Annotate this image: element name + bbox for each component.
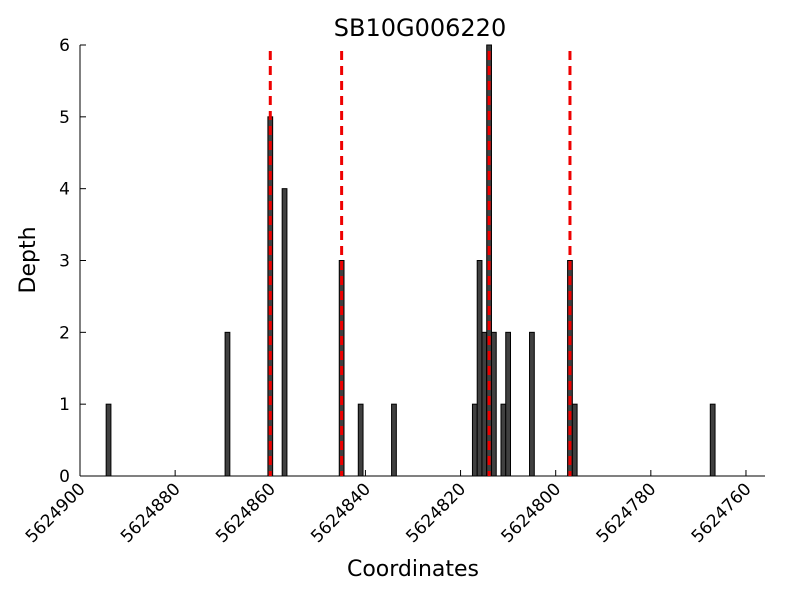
bar — [481, 331, 488, 477]
chart-title: SB10G006220 — [334, 14, 506, 42]
x-tick-label: 5624880 — [117, 479, 185, 547]
bar — [529, 331, 535, 477]
bar — [224, 331, 231, 477]
y-tick-label: 1 — [59, 395, 70, 415]
x-tick-label: 5624860 — [212, 479, 280, 547]
y-tick-label: 6 — [59, 36, 70, 56]
bar — [486, 44, 492, 477]
bar — [571, 403, 578, 477]
bar — [505, 331, 512, 477]
y-tick-label: 3 — [59, 252, 70, 272]
x-axis-label: Coordinates — [347, 557, 479, 582]
bar — [281, 188, 288, 477]
y-tick-label: 0 — [59, 467, 70, 487]
bar — [105, 403, 112, 477]
x-tick-label: 5624760 — [688, 479, 756, 547]
x-tick-label: 5624900 — [22, 479, 90, 547]
bar — [490, 331, 497, 477]
bar — [357, 403, 364, 477]
bar — [471, 403, 478, 477]
x-tick-label: 5624800 — [498, 479, 566, 547]
bar — [476, 260, 483, 477]
bar — [709, 403, 716, 477]
bar — [500, 403, 507, 477]
y-tick-label: 4 — [59, 180, 70, 200]
y-tick-label: 2 — [59, 323, 70, 343]
bar — [391, 403, 397, 477]
x-tick-label: 5624840 — [307, 479, 375, 547]
y-tick-label: 5 — [59, 108, 70, 128]
x-tick-label: 5624820 — [402, 479, 470, 547]
y-axis-label: Depth — [16, 226, 41, 293]
x-tick-label: 5624780 — [593, 479, 661, 547]
